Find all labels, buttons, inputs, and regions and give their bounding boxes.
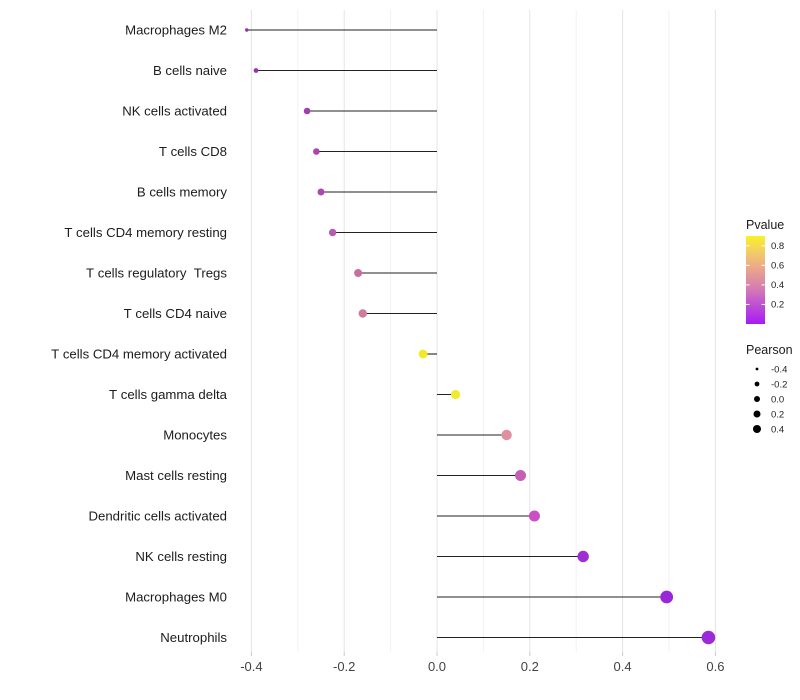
data-point: [501, 429, 512, 441]
data-point: [313, 148, 320, 155]
category-label: T cells CD8: [159, 144, 227, 159]
lollipop-row: NK cells resting: [135, 549, 589, 564]
data-point: [701, 630, 716, 645]
lollipop-row: NK cells activated: [122, 104, 437, 119]
data-point: [253, 68, 259, 73]
lollipop-row: T cells CD4 memory resting: [64, 225, 437, 240]
legend-pearson: Pearson -0.4 -0.2 0.0 0.2 0.4: [746, 343, 793, 435]
data-point: [660, 590, 674, 604]
colorbar-tick-label: 0.8: [771, 241, 784, 252]
lollipop-row: Macrophages M0: [125, 590, 674, 605]
lollipop-row: Dendritic cells activated: [88, 509, 540, 524]
colorbar-tick-label: 0.6: [771, 261, 784, 272]
data-point: [515, 470, 527, 481]
lollipop-row: Macrophages M2: [125, 23, 437, 38]
lollipop-row: T cells CD4 memory activated: [51, 347, 437, 362]
category-label: T cells CD4 naive: [124, 306, 227, 321]
pearson-size-key: [753, 425, 761, 433]
lollipop-row: Mast cells resting: [125, 468, 527, 483]
lollipop-row: T cells CD4 naive: [124, 306, 437, 321]
pearson-size-label: 0.0: [771, 394, 784, 405]
category-label: Macrophages M0: [125, 590, 227, 605]
lollipop-row: Neutrophils: [160, 630, 716, 645]
data-point: [317, 188, 325, 196]
category-label: Macrophages M2: [125, 23, 227, 38]
data-point: [528, 510, 540, 522]
pvalue-colorbar: [746, 236, 765, 324]
x-axis: -0.4 -0.2 0.0 0.2 0.4 0.6: [240, 652, 724, 674]
category-label: NK cells resting: [135, 549, 227, 564]
data-point: [450, 389, 461, 400]
gridlines: [250, 10, 716, 652]
category-label: B cells memory: [137, 185, 228, 200]
x-tick-label: 0.4: [614, 659, 632, 674]
pearson-size-key: [755, 367, 759, 371]
lollipop-row: Monocytes: [163, 428, 512, 443]
category-label: NK cells activated: [122, 104, 227, 119]
lollipop-row: T cells gamma delta: [109, 387, 461, 402]
legend-pearson-title: Pearson: [746, 343, 793, 357]
colorbar-tick-label: 0.2: [771, 300, 784, 311]
lollipop-row: T cells CD8: [159, 144, 437, 159]
category-label: T cells CD4 memory resting: [64, 225, 227, 240]
pearson-size-label: -0.2: [771, 379, 787, 390]
category-label: T cells CD4 memory activated: [51, 347, 227, 362]
x-tick-label: 0.6: [706, 659, 724, 674]
pearson-size-label: 0.2: [771, 409, 784, 420]
legend-pvalue: Pvalue 0.8 0.6 0.4 0.2: [746, 218, 784, 324]
data-point: [577, 550, 589, 563]
lollipop-row: B cells memory: [137, 185, 437, 200]
data-point: [328, 228, 337, 237]
category-label: Neutrophils: [160, 630, 227, 645]
data-point: [354, 269, 363, 277]
pearson-size-key: [753, 410, 761, 418]
data-point: [418, 349, 428, 359]
x-tick-label: 0.2: [521, 659, 539, 674]
legend-pvalue-title: Pvalue: [746, 218, 784, 232]
lollipop-row: B cells naive: [153, 63, 437, 78]
pearson-size-label: -0.4: [771, 364, 787, 375]
lollipop-rows: Macrophages M2 B cells naive NK cells acti…: [51, 23, 716, 645]
category-label: Dendritic cells activated: [88, 509, 227, 524]
category-label: T cells gamma delta: [109, 387, 228, 402]
colorbar-tick-label: 0.4: [771, 280, 784, 291]
category-label: B cells naive: [153, 63, 227, 78]
category-label: Monocytes: [163, 428, 227, 443]
data-point: [303, 107, 311, 115]
category-label: T cells regulatory Tregs: [86, 266, 227, 281]
category-label: Mast cells resting: [125, 468, 227, 483]
pearson-size-key: [754, 396, 760, 402]
data-point: [358, 309, 367, 318]
x-tick-label: -0.4: [240, 659, 262, 674]
x-tick-label: -0.2: [333, 659, 355, 674]
pearson-size-label: 0.4: [771, 424, 784, 435]
pearson-size-key: [754, 381, 760, 387]
x-tick-label: 0.0: [428, 659, 446, 674]
lollipop-row: T cells regulatory Tregs: [86, 266, 437, 281]
data-point: [245, 28, 249, 32]
